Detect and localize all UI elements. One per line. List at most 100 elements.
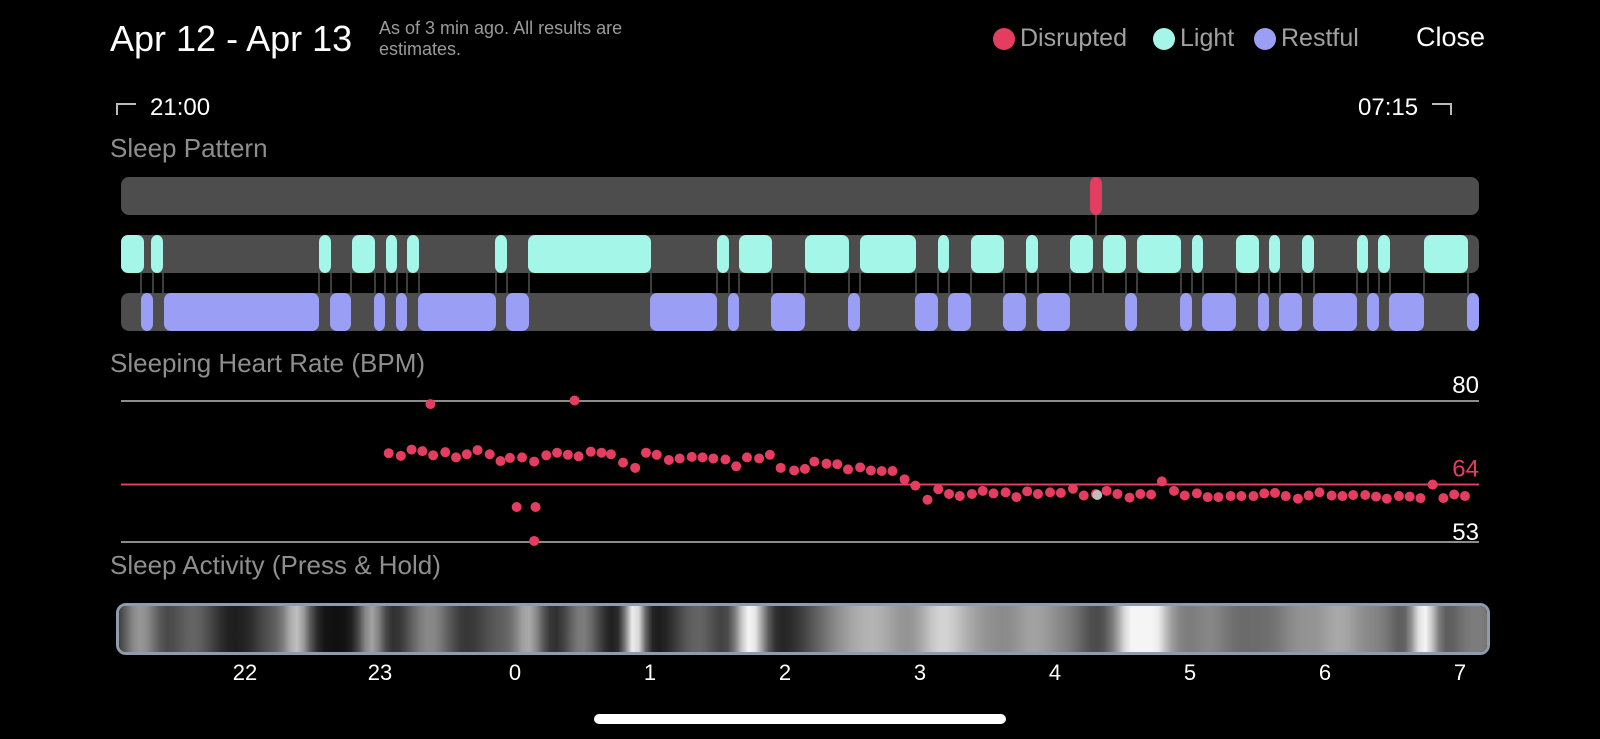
hr-point <box>1371 491 1382 502</box>
light-segment <box>1103 235 1126 273</box>
hr-point <box>832 459 843 470</box>
hr-point <box>530 502 541 513</box>
hr-point <box>1168 485 1179 496</box>
time-tick: 6 <box>1318 660 1332 685</box>
hr-point <box>799 463 810 474</box>
restful-segment <box>1258 293 1269 331</box>
restful-dot-icon <box>1254 27 1276 50</box>
hr-point <box>1393 491 1404 502</box>
hr-point <box>1337 491 1348 502</box>
light-segment <box>1424 235 1468 273</box>
hr-point <box>425 399 436 410</box>
hr-point <box>383 448 394 459</box>
close-button[interactable]: Close <box>1416 22 1486 52</box>
hr-point <box>1236 491 1247 502</box>
disrupted-segment <box>1090 177 1102 215</box>
hr-max-label: 80 <box>1452 372 1479 399</box>
time-tick: 7 <box>1453 660 1467 685</box>
light-segment <box>971 235 1004 273</box>
hr-point <box>605 449 616 460</box>
legend-restful: Restful <box>1254 24 1359 53</box>
hr-point <box>1156 476 1167 487</box>
hr-point <box>630 462 641 473</box>
restful-segment <box>1279 293 1302 331</box>
light-segment <box>1269 235 1280 273</box>
hr-point <box>1280 491 1291 502</box>
hr-point <box>1427 479 1438 490</box>
hr-point <box>1438 493 1449 504</box>
restful-segment <box>1389 293 1424 331</box>
hr-point <box>1314 487 1325 498</box>
hr-point <box>1055 487 1066 498</box>
hr-point <box>1101 485 1112 496</box>
range-start-time: 21:00 <box>150 94 211 121</box>
hr-point <box>899 474 910 485</box>
light-segment <box>528 235 651 273</box>
legend-disrupted: Disrupted <box>993 24 1127 53</box>
restful-segment <box>164 293 319 331</box>
restful-segment <box>1313 293 1357 331</box>
light-segment <box>938 235 949 273</box>
hr-point <box>954 491 965 502</box>
hr-point <box>731 461 742 472</box>
restful-segment <box>396 293 407 331</box>
legend-label: Light <box>1180 24 1235 52</box>
hr-point <box>484 449 495 460</box>
hr-point <box>511 502 522 513</box>
pattern-track-disrupted <box>121 177 1479 215</box>
restful-segment <box>506 293 529 331</box>
light-segment <box>151 235 163 273</box>
hr-point <box>754 453 765 464</box>
restful-segment <box>418 293 496 331</box>
hr-point <box>529 535 540 546</box>
hr-point <box>618 457 629 468</box>
hr-point <box>1032 488 1043 499</box>
hr-point <box>504 452 515 463</box>
light-segment <box>121 235 144 273</box>
home-indicator[interactable] <box>594 714 1006 724</box>
hr-point <box>1360 490 1371 500</box>
hr-point <box>1124 492 1135 503</box>
hr-point <box>585 446 596 457</box>
hr-point <box>821 458 832 469</box>
hr-point <box>910 480 921 491</box>
sleep-activity-title: Sleep Activity (Press & Hold) <box>110 550 441 580</box>
hr-point <box>428 450 439 461</box>
light-segment <box>1236 235 1259 273</box>
time-tick: 4 <box>1048 660 1062 685</box>
hr-point <box>1270 487 1281 498</box>
heart-rate-title: Sleeping Heart Rate (BPM) <box>110 348 426 378</box>
light-segment <box>1137 235 1181 273</box>
restful-segment <box>650 293 717 331</box>
disrupted-dot-icon <box>993 27 1015 50</box>
restful-segment <box>915 293 938 331</box>
light-segment <box>1192 235 1203 273</box>
hr-point <box>708 453 719 464</box>
range-end[interactable]: 07:15 <box>1358 94 1453 122</box>
sleep-activity-bar[interactable] <box>116 603 1490 655</box>
time-tick: 23 <box>367 660 393 685</box>
restful-segment <box>1125 293 1137 331</box>
light-segment <box>1070 235 1093 273</box>
restful-segment <box>1037 293 1070 331</box>
light-segment <box>1302 235 1314 273</box>
hr-point <box>1225 491 1236 502</box>
light-segment <box>407 235 419 273</box>
light-segment <box>739 235 772 273</box>
time-tick: 22 <box>232 660 258 685</box>
legend-label: Restful <box>1281 24 1359 52</box>
hr-point <box>1415 493 1426 504</box>
light-segment <box>1026 235 1038 273</box>
range-start[interactable]: 21:00 <box>116 94 210 122</box>
restful-segment <box>948 293 971 331</box>
hr-point <box>843 464 854 475</box>
hr-point <box>596 447 607 458</box>
time-tick: 3 <box>913 660 927 685</box>
hr-point <box>1179 490 1190 501</box>
time-tick: 1 <box>643 660 657 685</box>
restful-segment <box>141 293 153 331</box>
page-title: Apr 12 - Apr 13 <box>110 18 353 59</box>
hr-point <box>933 484 944 495</box>
range-start-bracket-icon <box>116 103 136 115</box>
